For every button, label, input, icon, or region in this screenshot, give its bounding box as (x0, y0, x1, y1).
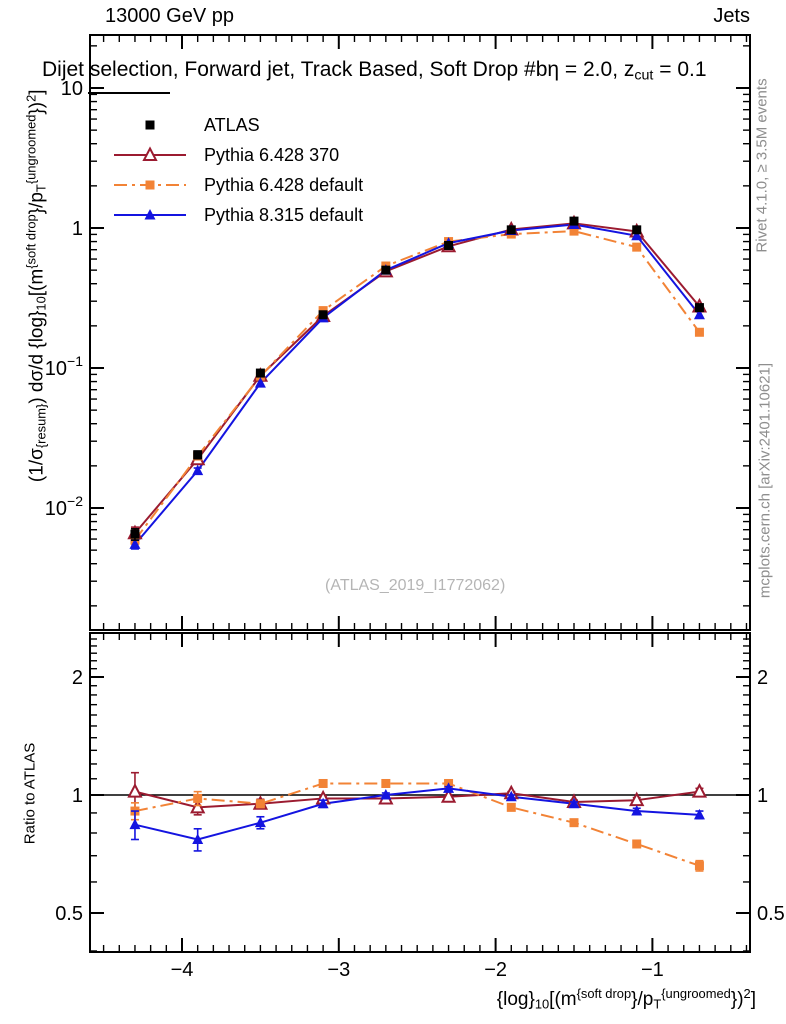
svg-text:1: 1 (72, 218, 83, 240)
legend-item-atlas: ATLAS (112, 110, 363, 140)
svg-text:−1: −1 (641, 959, 664, 981)
series-pythia-8-315-default (129, 782, 705, 852)
legend-label: Pythia 6.428 default (204, 174, 364, 195)
label-fragment: (1/σ (26, 448, 48, 483)
label-fragment: Dijet selection, Forward jet, Track Base… (42, 58, 635, 81)
label-fragment: {log} (496, 989, 535, 1011)
label-fragment: 2 (23, 94, 39, 102)
main-panel (89, 34, 751, 631)
legend: ATLAS Pythia 6.428 370 Pythia 6.428 defaul… (112, 110, 363, 230)
svg-text:−2: −2 (484, 959, 507, 981)
mcplots-arxiv-note: mcplots.cern.ch [arXiv:2401.10621] (756, 362, 774, 599)
ratio-tick-labels: 2 2 1 1 0.5 0.5 (55, 667, 785, 925)
svg-text:−3: −3 (327, 959, 350, 981)
series-pythia-6-428-370 (127, 214, 708, 541)
rivet-version-note: Rivet 4.1.0, ≥ 3.5M events (753, 78, 771, 253)
x-axis-label: {log}10[(m{soft drop}/pT{ungroomed})2] (497, 986, 756, 1011)
label-fragment: }) (26, 101, 48, 115)
label-fragment: ] (26, 89, 48, 95)
label-fragment: = 0.1 (653, 58, 707, 81)
label-fragment: cut (634, 67, 654, 84)
triangle-filled-legend-marker-icon (114, 209, 186, 220)
svg-text:2: 2 (757, 667, 768, 689)
triangle-open-legend-marker-icon (114, 146, 186, 161)
panel-title: Dijet selection, Forward jet, Track Base… (42, 58, 707, 84)
label-fragment: [(m (26, 268, 48, 297)
svg-text:10−1: 10−1 (45, 353, 83, 380)
main-y-tick-labels: 10 1 10−1 10−2 (45, 78, 83, 520)
label-fragment: ) dσ/d {log} (26, 310, 48, 404)
header-beam-label: 13000 GeV pp (105, 5, 234, 27)
label-fragment: 10 (534, 996, 550, 1012)
legend-item-pythia-8-315-default: Pythia 8.315 default (112, 200, 363, 230)
main-series (127, 214, 708, 550)
label-fragment: 10 (33, 296, 49, 311)
label-fragment: ] (750, 989, 756, 1011)
label-fragment: }/p (631, 989, 654, 1011)
ratio-panel (89, 632, 751, 953)
svg-text:10: 10 (61, 78, 83, 100)
label-fragment: {ungroomed (23, 114, 39, 185)
legend-label: Pythia 6.428 370 (204, 144, 340, 165)
analysis-watermark: (ATLAS_2019_I1772062) (325, 577, 506, 594)
square-filled-legend-marker-icon (114, 180, 186, 190)
header-process-label: Jets (713, 5, 750, 27)
label-fragment: [(m (549, 989, 577, 1011)
legend-item-pythia-6-428-370: Pythia 6.428 370 (112, 140, 363, 170)
y-axis-label-main: (1/σ{resum}) dσ/d {log}10[(m{soft drop}/… (23, 6, 48, 566)
label-fragment: }) (730, 989, 744, 1011)
svg-text:1: 1 (72, 785, 83, 807)
svg-text:1: 1 (757, 785, 768, 807)
title-underline (88, 92, 170, 94)
label-fragment: T (33, 184, 49, 193)
legend-label: Pythia 8.315 default (204, 204, 364, 225)
y-axis-label-ratio: Ratio to ATLAS (21, 742, 39, 845)
series-pythia-6-428-default (130, 778, 704, 872)
label-fragment: {soft drop (576, 986, 632, 1001)
svg-text:2: 2 (72, 667, 83, 689)
series-pythia-6-428-default (130, 226, 704, 546)
label-fragment: T (653, 996, 662, 1012)
square-filled-legend-marker-icon (145, 120, 155, 130)
svg-text:10−2: 10−2 (45, 493, 83, 520)
series-pythia-8-315-default (129, 218, 705, 550)
label-fragment: }/p (26, 192, 48, 215)
svg-text:0.5: 0.5 (55, 903, 83, 925)
ratio-series (127, 771, 708, 872)
label-fragment: {ungroomed (661, 986, 731, 1001)
series-atlas (130, 216, 704, 541)
svg-text:−4: −4 (171, 959, 194, 981)
x-tick-labels: −4 −3 −2 −1 (171, 959, 664, 981)
label-fragment: {resum} (33, 403, 49, 449)
label-fragment: 2 (743, 986, 751, 1001)
label-fragment: {soft drop (23, 214, 39, 269)
legend-label: ATLAS (204, 114, 260, 135)
legend-item-pythia-6-428-default: Pythia 6.428 default (112, 170, 363, 200)
svg-text:0.5: 0.5 (757, 903, 785, 925)
